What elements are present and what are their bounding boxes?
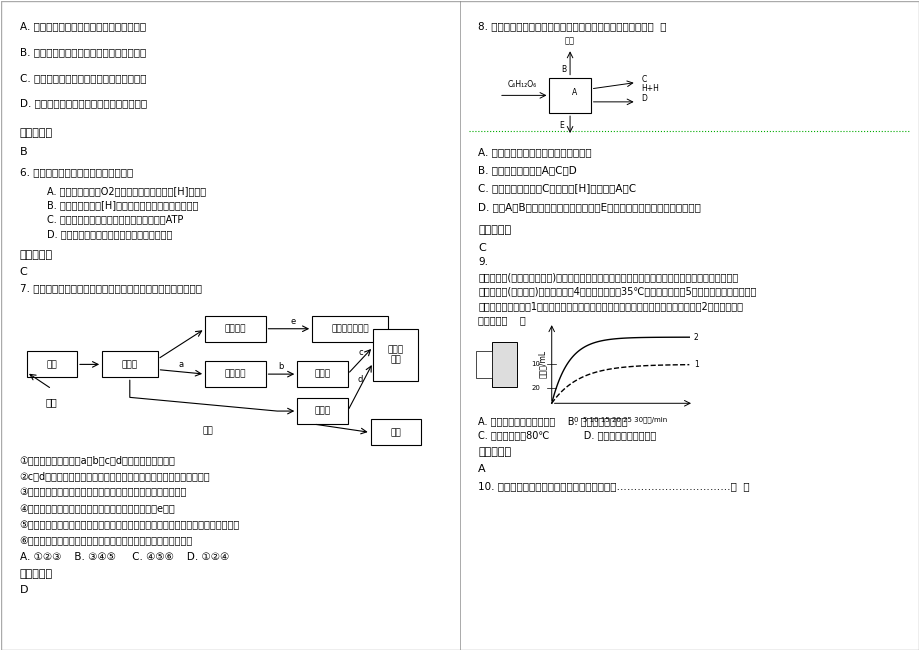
Text: D: D [19,585,28,595]
Text: 参考答案：: 参考答案： [478,447,511,458]
Text: ①当受到寒冷刺激时，a、b、c、d激素的分泌均会增加: ①当受到寒冷刺激时，a、b、c、d激素的分泌均会增加 [19,455,176,465]
Text: 参考答案：: 参考答案： [478,225,511,235]
Text: C. 其中产能最多的是C阶段，产[H]的阶段是A和C: C. 其中产能最多的是C阶段，产[H]的阶段是A和C [478,183,636,193]
Text: 7. 下图为人体内体温与水平衡调节的示意图，下列叙述正确的是: 7. 下图为人体内体温与水平衡调节的示意图，下列叙述正确的是 [19,283,201,294]
Text: 垂体前叶: 垂体前叶 [224,370,245,379]
Text: 9.: 9. [478,257,488,268]
Text: 将一个土豆(含有过氧化氢酶)切成大小和厚薄相同的若干片，放入盛有一定体积和浓度的过氧化氢溶: 将一个土豆(含有过氧化氢酶)切成大小和厚薄相同的若干片，放入盛有一定体积和浓度的… [478,272,738,283]
Text: B: B [19,147,28,158]
Text: C. 肾上腺素分泌减少，胰高血糖素分泌减少: C. 肾上腺素分泌减少，胰高血糖素分泌减少 [19,73,146,83]
Text: A. 图中方格内的物质名称可能是丙酮酸: A. 图中方格内的物质名称可能是丙酮酸 [478,147,591,158]
Text: 6. 下列有关细胞呼吸的叙述，正确的是: 6. 下列有关细胞呼吸的叙述，正确的是 [19,167,133,176]
FancyBboxPatch shape [370,419,421,445]
Text: 气体量/mL: 气体量/mL [538,350,547,378]
Text: 参考答案：: 参考答案： [19,249,52,260]
Text: d: d [357,374,363,383]
Text: D: D [641,94,646,103]
FancyBboxPatch shape [205,361,266,387]
Text: A. ①②③    B. ③④⑤     C. ④⑤⑥    D. ①②④: A. ①②③ B. ③④⑤ C. ④⑤⑥ D. ①②④ [19,553,229,562]
FancyBboxPatch shape [27,352,77,378]
FancyBboxPatch shape [492,342,516,387]
Text: 液的针筒中(如图所示)。若土豆片为4片时，在温度为35℃的条件下，每隔5分钟收集一次数据，根据: 液的针筒中(如图所示)。若土豆片为4片时，在温度为35℃的条件下，每隔5分钟收集… [478,286,756,297]
Text: 参考答案：: 参考答案： [19,128,52,138]
Text: 20: 20 [531,385,540,391]
Text: 皮肤: 皮肤 [390,428,401,437]
Text: 肾小管、集合管: 肾小管、集合管 [331,324,369,333]
Text: A: A [478,464,485,474]
Text: C₆H₁₂O₆: C₆H₁₂O₆ [506,80,536,89]
Text: 0  5 10 15 20 25 30时间/min: 0 5 10 15 20 25 30时间/min [573,416,666,422]
FancyBboxPatch shape [297,361,347,387]
FancyBboxPatch shape [373,329,418,381]
Text: D. 有氧呼吸时葡萄糖进入线粒体需经过两层膜: D. 有氧呼吸时葡萄糖进入线粒体需经过两层膜 [47,229,173,239]
Text: 1: 1 [693,360,698,369]
Text: 10: 10 [531,361,540,367]
Text: 机体: 机体 [47,360,57,369]
Text: 神经: 神经 [202,426,213,436]
Text: ③下丘脑是感觉体温变化的主要中枢，是形成冷觉、热觉的部位: ③下丘脑是感觉体温变化的主要中枢，是形成冷觉、热觉的部位 [19,488,187,497]
Text: c: c [357,348,362,357]
Text: A: A [572,88,576,96]
FancyBboxPatch shape [549,77,590,113]
Text: 寒冷: 寒冷 [46,397,58,407]
Text: e: e [290,316,296,326]
FancyBboxPatch shape [475,351,492,378]
Text: D. 肾上腺素分泌增加，胰高血糖素分泌减少: D. 肾上腺素分泌增加，胰高血糖素分泌减少 [19,98,147,109]
FancyBboxPatch shape [312,316,387,342]
Text: B. 有氧呼吸产生的[H]在线粒体基质中与氧结合生成水: B. 有氧呼吸产生的[H]在线粒体基质中与氧结合生成水 [47,201,199,210]
Text: 下丘脑: 下丘脑 [121,360,138,369]
FancyBboxPatch shape [102,352,157,378]
Text: ④下丘脑具有渗透压感受器功能，同时能合成、分泌e激素: ④下丘脑具有渗透压感受器功能，同时能合成、分泌e激素 [19,504,176,514]
Text: A. 肾上腺素分泌减少，胰高血糖素分泌增加: A. 肾上腺素分泌减少，胰高血糖素分泌增加 [19,21,146,31]
FancyBboxPatch shape [205,316,266,342]
Text: B: B [561,65,565,74]
Text: E: E [558,121,563,130]
Text: 垂体后叶: 垂体后叶 [224,324,245,333]
FancyBboxPatch shape [297,398,347,424]
Text: B. 有氧呼吸的途径是A、C、D: B. 有氧呼吸的途径是A、C、D [478,165,576,174]
Text: a: a [178,359,184,368]
Text: A. 降低过氧化氢溶液的浓度    B. 增加土豆片的数量: A. 降低过氧化氢溶液的浓度 B. 增加土豆片的数量 [478,416,628,426]
Text: ②c、d激素分泌增多，可促进骨骼肌与内脏代谢活动增强，产热量增加: ②c、d激素分泌增多，可促进骨骼肌与内脏代谢活动增强，产热量增加 [19,471,210,481]
Text: 种条件是（    ）: 种条件是（ ） [478,315,526,325]
Text: b: b [278,362,284,371]
Text: H+H: H+H [641,85,658,93]
Text: ⑤寒冷刺激使下丘脑分泌促甲状腺激素释放激素，通过促进甲状腺的活动来调节体温: ⑤寒冷刺激使下丘脑分泌促甲状腺激素释放激素，通过促进甲状腺的活动来调节体温 [19,520,240,530]
Text: 骨上腺: 骨上腺 [314,407,330,415]
Text: A. 无氧呼吸不需要O2的参与，该过程最终有[H]的积累: A. 无氧呼吸不需要O2的参与，该过程最终有[H]的积累 [47,186,206,196]
Text: B. 肾上腺素分泌增加，胰高血糖素分泌增加: B. 肾上腺素分泌增加，胰高血糖素分泌增加 [19,47,146,57]
Text: C: C [19,267,28,277]
Text: ⑥上图所示的神经调节过程中，肾上腺、皮肤、骨骼肌均为效应器: ⑥上图所示的神经调节过程中，肾上腺、皮肤、骨骼肌均为效应器 [19,536,193,546]
Text: C. 将温度提高到80℃           D. 将针筒换成更大容积的: C. 将温度提高到80℃ D. 将针筒换成更大容积的 [478,430,656,441]
Text: C: C [478,243,485,253]
Text: 8. 右图是不完整的细胞呼吸示意图，下列说法中不正确的是（  ）: 8. 右图是不完整的细胞呼吸示意图，下列说法中不正确的是（ ） [478,21,666,31]
Text: 甲状腺: 甲状腺 [314,370,330,379]
Text: 参考答案：: 参考答案： [19,568,52,579]
Text: 骨骼肌
内脏: 骨骼肌 内脏 [387,345,403,365]
Text: C. 无氧呼吸只在第一阶段释放少量能量合成ATP: C. 无氧呼吸只在第一阶段释放少量能量合成ATP [47,215,184,225]
Text: D. 图中A和B发生的场所是细胞质基质，E可能表示的物质是酒精和二氧化碳: D. 图中A和B发生的场所是细胞质基质，E可能表示的物质是酒精和二氧化碳 [478,202,700,212]
Text: 2: 2 [693,333,698,342]
Text: 10. 根据下列相关实验操作，预期结果合理的是……………………………（  ）: 10. 根据下列相关实验操作，预期结果合理的是……………………………（ ） [478,481,749,491]
Text: C: C [641,75,646,84]
Text: 乳酸: 乳酸 [564,36,574,45]
Text: 数据绘制出如图曲线1。利用同样的实验装置，改变某条件后，收集数据可绘制出曲线2。期改变的这: 数据绘制出如图曲线1。利用同样的实验装置，改变某条件后，收集数据可绘制出曲线2。… [478,301,743,311]
